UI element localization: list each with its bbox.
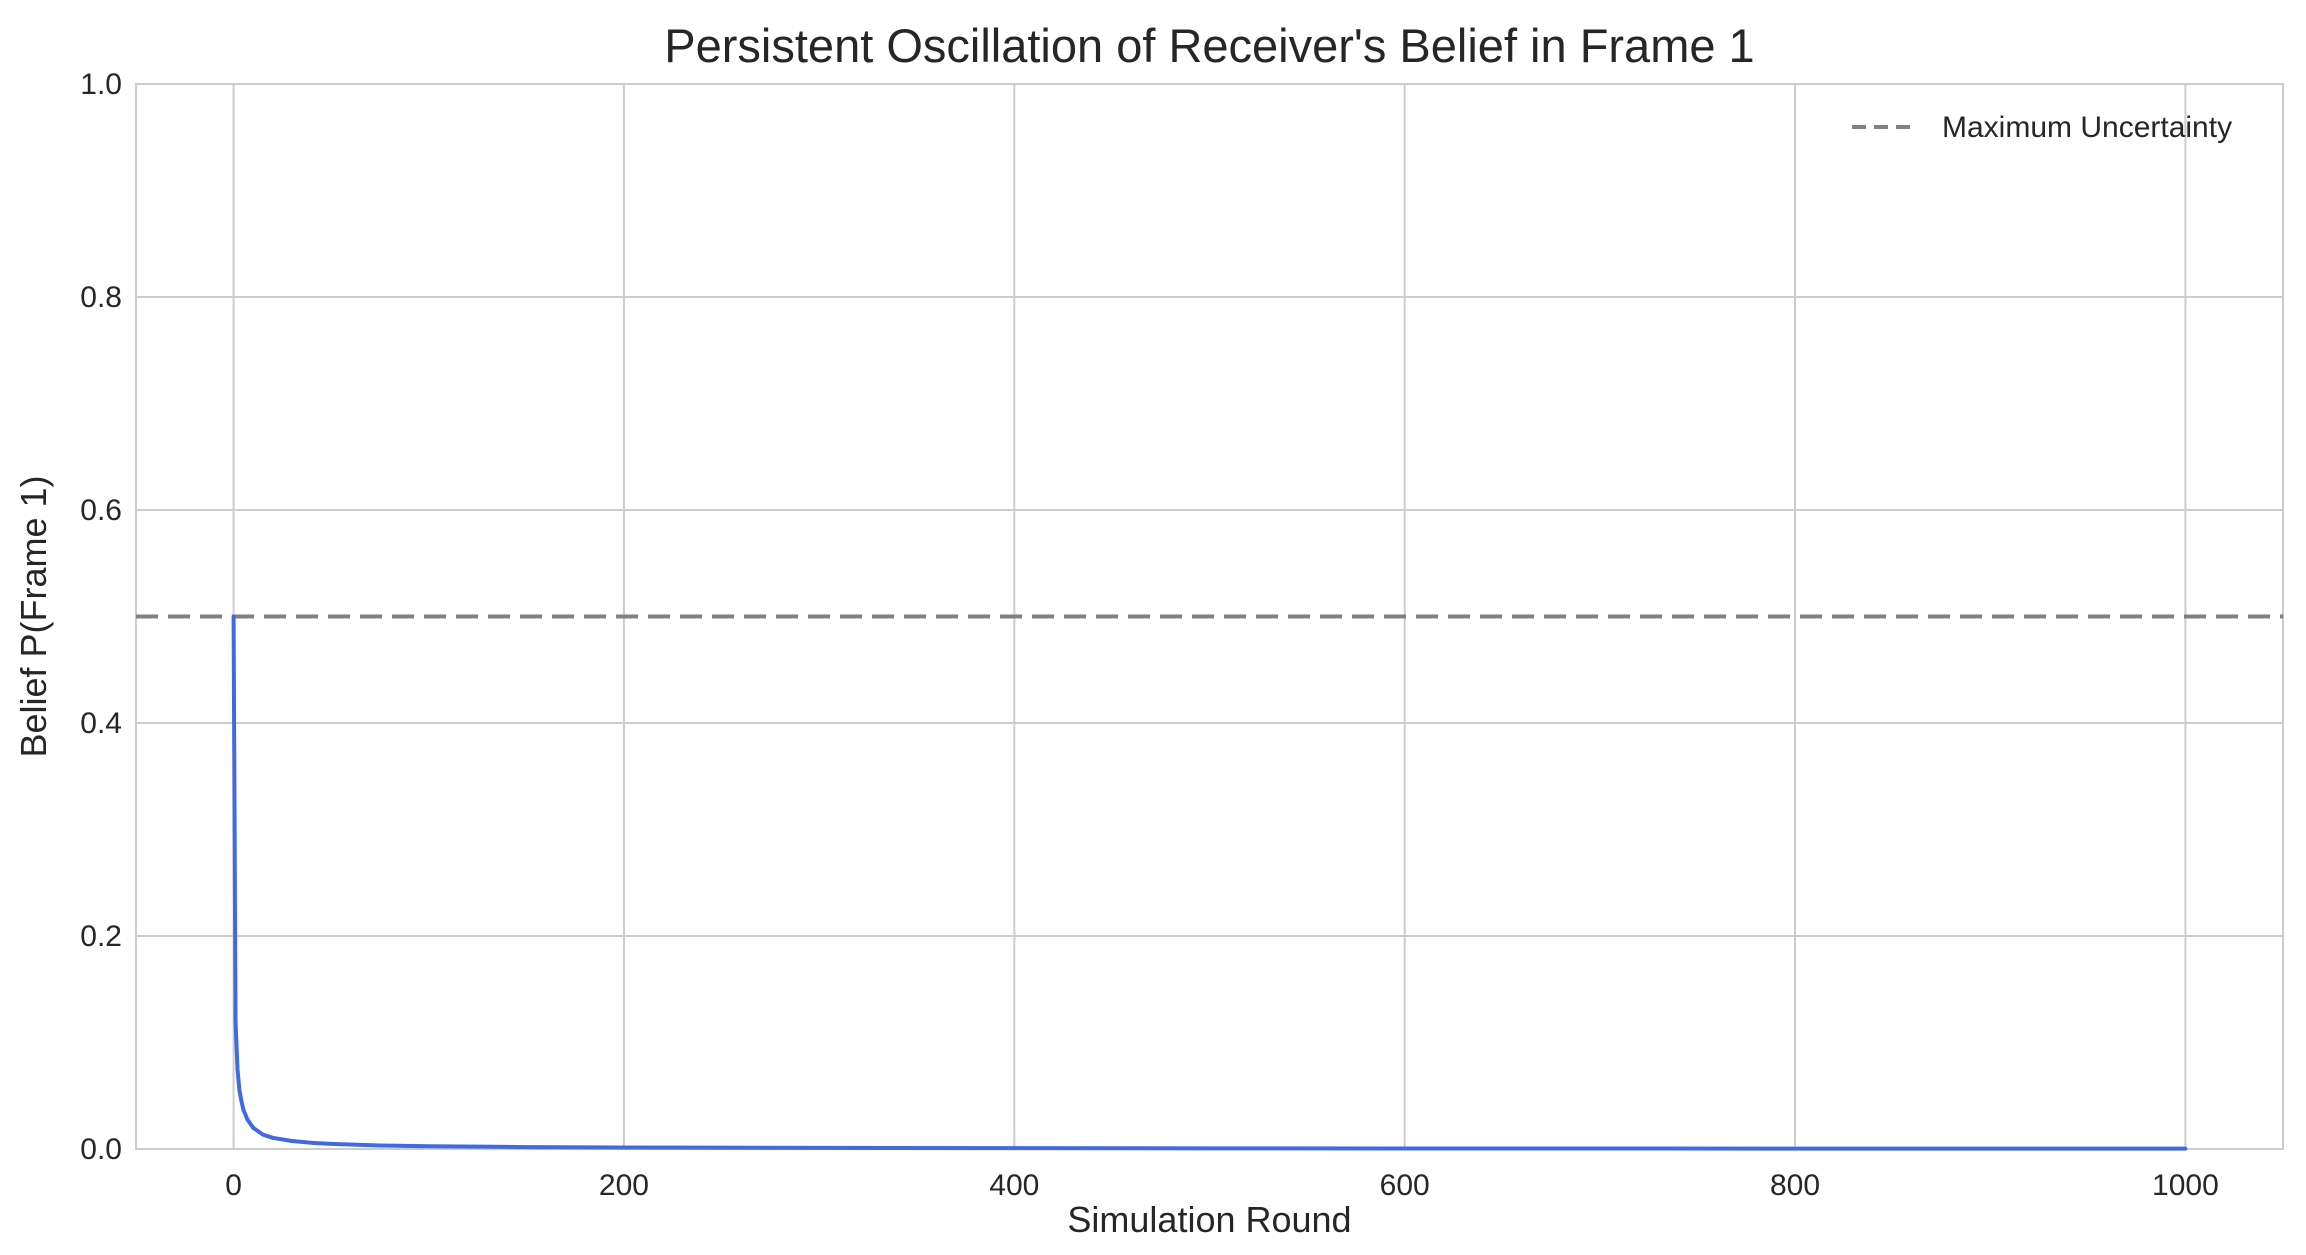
x-tick-label: 0 [225, 1169, 242, 1202]
legend: Maximum Uncertainty [1852, 111, 2232, 144]
y-tick-label: 0.4 [80, 707, 122, 740]
y-tick-label: 0.6 [80, 494, 122, 527]
x-tick-label: 800 [1770, 1169, 1820, 1202]
legend-label-maximum-uncertainty: Maximum Uncertainty [1942, 111, 2232, 144]
y-axis-title: Belief P(Frame 1) [13, 475, 54, 757]
series-layer [231, 614, 2188, 1151]
y-tick-label: 0.8 [80, 281, 122, 314]
y-tick-label: 0.2 [80, 920, 122, 953]
y-tick-label: 1.0 [80, 68, 122, 101]
y-axis-ticks: 0.0 0.2 0.4 0.6 0.8 1.0 [80, 68, 122, 1166]
x-tick-label: 1000 [2152, 1169, 2219, 1202]
x-axis-title: Simulation Round [1067, 1199, 1351, 1240]
x-tick-label: 400 [989, 1169, 1039, 1202]
series-line-belief [231, 614, 2188, 1151]
y-tick-label: 0.0 [80, 1133, 122, 1166]
chart-title: Persistent Oscillation of Receiver's Bel… [664, 19, 1754, 72]
x-tick-label: 600 [1380, 1169, 1430, 1202]
x-tick-label: 200 [599, 1169, 649, 1202]
x-axis-ticks: 0 200 400 600 800 1000 [225, 1169, 2219, 1202]
